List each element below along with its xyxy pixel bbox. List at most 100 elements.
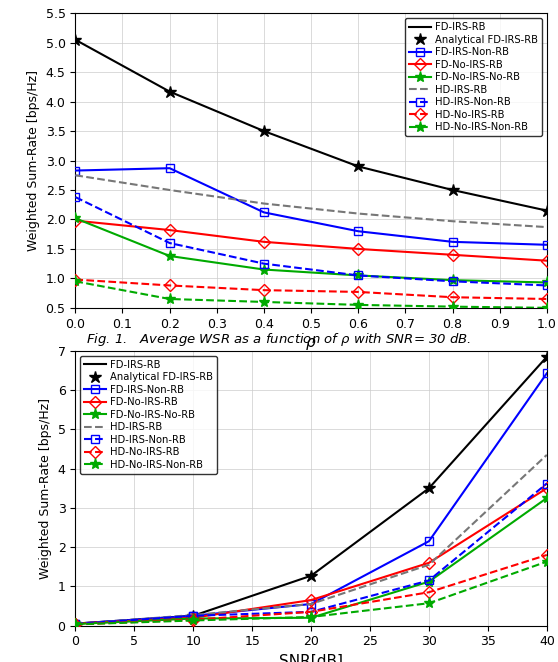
FD-No-IRS-No-RB	[72, 214, 79, 222]
FD-No-IRS-No-RB	[190, 614, 196, 622]
Line: HD-IRS-Non-RB: HD-IRS-Non-RB	[71, 479, 551, 628]
HD-IRS-RB	[543, 451, 550, 459]
HD-IRS-Non-RB	[72, 620, 79, 628]
HD-IRS-Non-RB	[543, 479, 550, 487]
Line: FD-No-IRS-RB: FD-No-IRS-RB	[71, 484, 551, 628]
HD-No-IRS-RB	[190, 616, 196, 624]
HD-No-IRS-Non-RB	[166, 295, 173, 303]
FD-IRS-Non-RB	[449, 238, 456, 246]
FD-No-IRS-RB	[355, 245, 362, 253]
HD-IRS-Non-RB	[261, 260, 267, 267]
HD-IRS-Non-RB	[355, 271, 362, 279]
FD-No-IRS-No-RB	[543, 494, 550, 502]
HD-IRS-RB	[166, 186, 173, 194]
HD-No-IRS-RB	[261, 286, 267, 294]
HD-IRS-Non-RB	[190, 612, 196, 620]
HD-No-IRS-RB	[543, 295, 550, 303]
Analytical FD-IRS-RB	[72, 620, 79, 628]
HD-IRS-RB	[72, 171, 79, 179]
HD-No-IRS-RB	[166, 281, 173, 289]
FD-No-IRS-RB	[261, 238, 267, 246]
FD-No-IRS-RB	[543, 257, 550, 265]
FD-No-IRS-RB	[543, 485, 550, 493]
FD-No-IRS-No-RB	[449, 276, 456, 284]
Line: FD-No-IRS-No-RB: FD-No-IRS-No-RB	[70, 213, 552, 288]
Line: Analytical FD-IRS-RB: Analytical FD-IRS-RB	[69, 350, 553, 630]
Line: HD-No-IRS-Non-RB: HD-No-IRS-Non-RB	[70, 556, 552, 630]
HD-IRS-RB	[190, 611, 196, 619]
FD-IRS-RB	[72, 620, 79, 628]
Line: FD-IRS-RB: FD-IRS-RB	[75, 40, 547, 211]
Analytical FD-IRS-RB	[543, 353, 550, 361]
Line: FD-No-IRS-RB: FD-No-IRS-RB	[71, 216, 551, 265]
Analytical FD-IRS-RB	[449, 186, 456, 194]
FD-No-IRS-No-RB	[72, 620, 79, 628]
FD-IRS-RB	[190, 612, 196, 620]
HD-No-IRS-Non-RB	[72, 277, 79, 285]
HD-IRS-RB	[543, 223, 550, 231]
HD-No-IRS-Non-RB	[355, 301, 362, 309]
FD-IRS-RB	[166, 87, 173, 95]
HD-IRS-Non-RB	[426, 577, 432, 585]
FD-IRS-Non-RB	[543, 369, 550, 377]
FD-IRS-RB	[449, 186, 456, 194]
HD-No-IRS-Non-RB	[543, 304, 550, 312]
Line: HD-No-IRS-RB: HD-No-IRS-RB	[71, 275, 551, 303]
HD-No-IRS-Non-RB	[261, 298, 267, 306]
HD-IRS-RB	[355, 210, 362, 218]
Line: HD-No-IRS-Non-RB: HD-No-IRS-Non-RB	[70, 276, 552, 313]
FD-IRS-Non-RB	[72, 620, 79, 628]
Analytical FD-IRS-RB	[426, 485, 432, 493]
HD-IRS-RB	[308, 600, 315, 608]
HD-No-IRS-Non-RB	[72, 620, 79, 628]
X-axis label: SNR[dB]: SNR[dB]	[279, 654, 343, 662]
HD-No-IRS-RB	[355, 288, 362, 296]
Legend: FD-IRS-RB, Analytical FD-IRS-RB, FD-IRS-Non-RB, FD-No-IRS-RB, FD-No-IRS-No-RB, H: FD-IRS-RB, Analytical FD-IRS-RB, FD-IRS-…	[80, 356, 217, 474]
FD-IRS-Non-RB	[543, 241, 550, 249]
Legend: FD-IRS-RB, Analytical FD-IRS-RB, FD-IRS-Non-RB, FD-No-IRS-RB, FD-No-IRS-No-RB, H: FD-IRS-RB, Analytical FD-IRS-RB, FD-IRS-…	[405, 19, 542, 136]
FD-No-IRS-No-RB	[261, 265, 267, 273]
HD-IRS-Non-RB	[449, 277, 456, 285]
FD-IRS-Non-RB	[261, 209, 267, 216]
FD-No-IRS-RB	[308, 596, 315, 604]
HD-No-IRS-RB	[543, 551, 550, 559]
HD-No-IRS-Non-RB	[190, 616, 196, 624]
Analytical FD-IRS-RB	[355, 162, 362, 170]
Analytical FD-IRS-RB	[72, 36, 79, 44]
Line: HD-IRS-RB: HD-IRS-RB	[75, 175, 547, 227]
Line: FD-No-IRS-No-RB: FD-No-IRS-No-RB	[70, 493, 552, 630]
FD-IRS-RB	[543, 207, 550, 214]
FD-IRS-Non-RB	[308, 600, 315, 608]
HD-IRS-Non-RB	[166, 239, 173, 247]
FD-IRS-RB	[308, 572, 315, 580]
HD-IRS-RB	[449, 217, 456, 225]
FD-No-IRS-No-RB	[543, 279, 550, 287]
HD-IRS-Non-RB	[308, 608, 315, 616]
HD-IRS-RB	[426, 561, 432, 569]
HD-No-IRS-RB	[426, 589, 432, 596]
Analytical FD-IRS-RB	[261, 127, 267, 135]
FD-IRS-RB	[355, 162, 362, 170]
FD-IRS-RB	[72, 36, 79, 44]
HD-No-IRS-Non-RB	[543, 557, 550, 565]
HD-No-IRS-Non-RB	[308, 613, 315, 621]
Y-axis label: Weighted Sum-Rate [bps/Hz]: Weighted Sum-Rate [bps/Hz]	[27, 70, 40, 251]
FD-No-IRS-RB	[426, 559, 432, 567]
FD-No-IRS-RB	[72, 216, 79, 224]
Analytical FD-IRS-RB	[308, 572, 315, 580]
FD-No-IRS-No-RB	[308, 614, 315, 622]
Line: HD-IRS-Non-RB: HD-IRS-Non-RB	[71, 193, 551, 289]
FD-IRS-Non-RB	[190, 612, 196, 620]
Analytical FD-IRS-RB	[166, 87, 173, 95]
FD-No-IRS-RB	[72, 620, 79, 628]
Y-axis label: Weighted Sum-Rate [bps/Hz]: Weighted Sum-Rate [bps/Hz]	[39, 398, 52, 579]
FD-IRS-Non-RB	[355, 227, 362, 235]
Line: FD-IRS-Non-RB: FD-IRS-Non-RB	[71, 369, 551, 628]
HD-IRS-RB	[261, 199, 267, 207]
FD-No-IRS-RB	[166, 226, 173, 234]
X-axis label: $\rho$: $\rho$	[305, 336, 317, 352]
HD-IRS-Non-RB	[543, 281, 550, 289]
FD-IRS-RB	[543, 353, 550, 361]
HD-No-IRS-RB	[449, 293, 456, 301]
FD-IRS-Non-RB	[72, 167, 79, 175]
